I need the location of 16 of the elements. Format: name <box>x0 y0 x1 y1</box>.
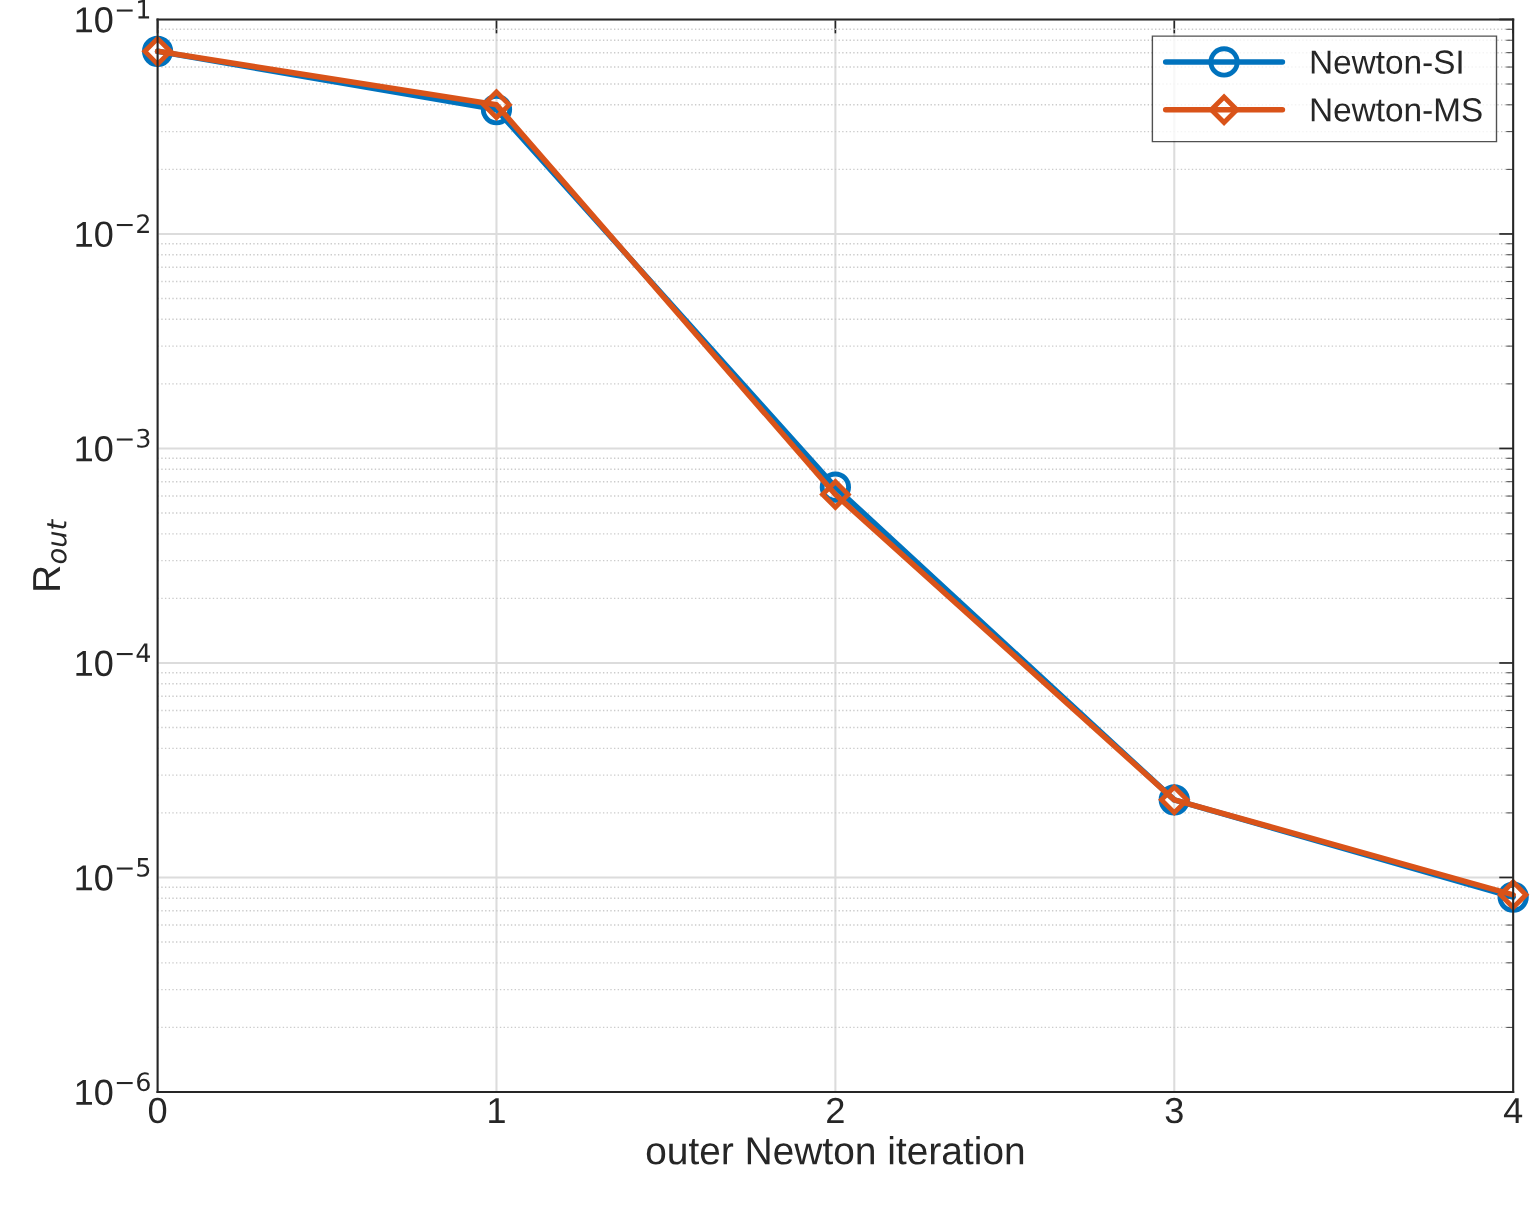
point <box>820 479 851 510</box>
legend-label: Newton-SI <box>1311 50 1462 74</box>
x-tick-label: 3 <box>1165 1097 1183 1124</box>
y-tick-label: 10$^{−4}$ <box>76 643 150 677</box>
y-tick-label: 10$^{−6}$ <box>76 1072 150 1106</box>
x-axis-title: outer Newton iteration <box>646 1136 1024 1165</box>
y-axis-title: R$_{out}$ <box>33 518 67 590</box>
y-tick-label: 10$^{−5}$ <box>76 858 150 891</box>
y-tick-label: 10$^{−1}$ <box>76 0 150 33</box>
y-tick-label: 10$^{−3}$ <box>76 428 150 462</box>
x-tick-label: 2 <box>827 1097 844 1123</box>
x-tick-label: 4 <box>1503 1098 1523 1123</box>
legend-label: Newton-MS <box>1311 98 1482 122</box>
x-tick-label: 0 <box>148 1097 167 1124</box>
y-tick-label: 10$^{−2}$ <box>76 214 149 248</box>
x-tick-label: 1 <box>489 1098 505 1123</box>
